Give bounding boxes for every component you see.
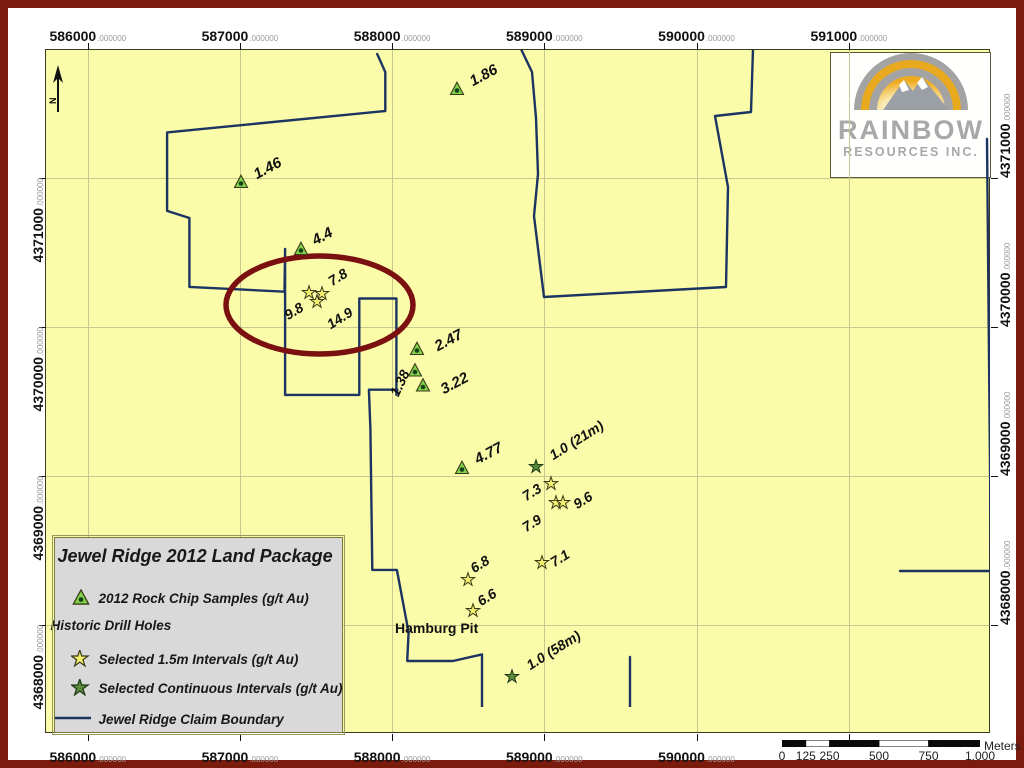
svg-text:RAINBOW: RAINBOW (838, 115, 984, 145)
svg-text:RESOURCES INC.: RESOURCES INC. (843, 145, 979, 159)
svg-text:N: N (48, 98, 58, 105)
